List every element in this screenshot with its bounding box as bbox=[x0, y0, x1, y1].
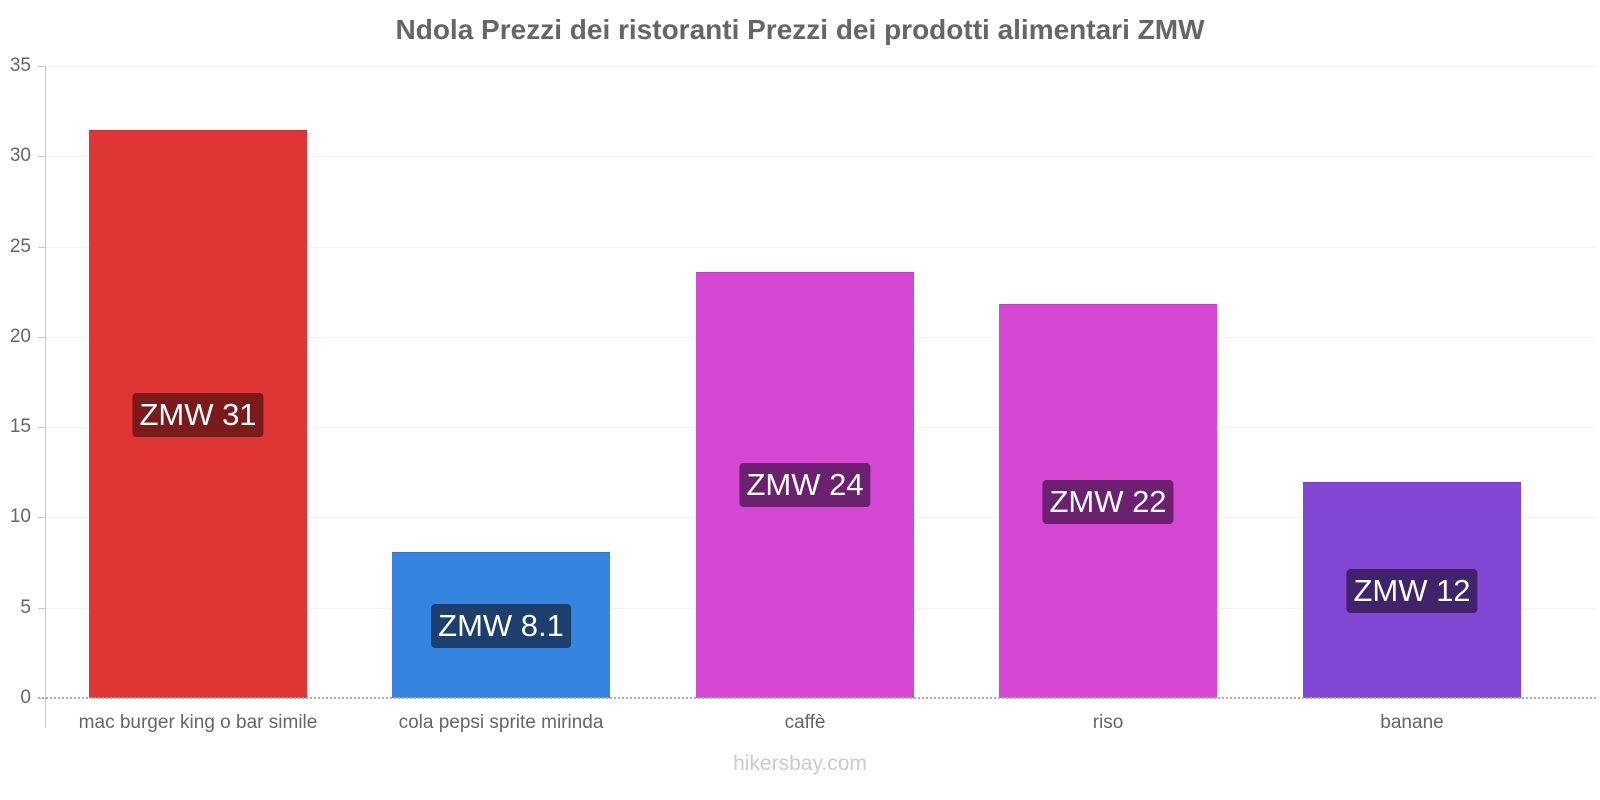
y-tick-mark bbox=[38, 246, 45, 248]
y-tick-label: 10 bbox=[9, 506, 31, 528]
y-tick-label: 0 bbox=[20, 687, 31, 708]
bar-4[interactable]: ZMW 12 bbox=[1303, 482, 1521, 698]
y-tick-label: 30 bbox=[9, 145, 31, 167]
y-tick-mark bbox=[38, 156, 45, 158]
y-tick-label: 35 bbox=[9, 55, 31, 76]
x-tick-label: mac burger king o bar simile bbox=[78, 712, 318, 733]
y-tick-mark bbox=[38, 66, 45, 67]
bar-3[interactable]: ZMW 22 bbox=[999, 304, 1217, 698]
x-axis-line bbox=[38, 697, 1596, 699]
gridline bbox=[46, 246, 1596, 248]
x-tick-label: riso bbox=[1092, 712, 1124, 733]
y-axis-line bbox=[45, 66, 46, 728]
y-tick-label: 20 bbox=[9, 325, 31, 347]
y-tick-mark bbox=[38, 336, 45, 338]
bar-0[interactable]: ZMW 31 bbox=[89, 130, 307, 698]
gridline bbox=[46, 156, 1596, 158]
bar-value-label: ZMW 12 bbox=[1346, 568, 1478, 613]
bar-value-label: ZMW 22 bbox=[1042, 479, 1174, 524]
y-tick-label: 25 bbox=[9, 235, 31, 257]
footer-watermark: hikersbay.com bbox=[733, 752, 867, 775]
bar-1[interactable]: ZMW 8.1 bbox=[392, 552, 610, 698]
gridline bbox=[46, 66, 1596, 67]
bar-value-label: ZMW 8.1 bbox=[431, 603, 571, 648]
bar-value-label: ZMW 31 bbox=[132, 392, 264, 437]
x-tick-label: caffè bbox=[784, 712, 826, 733]
x-tick-label: cola pepsi sprite mirinda bbox=[398, 712, 604, 733]
y-tick-label: 15 bbox=[9, 416, 31, 438]
y-tick-mark bbox=[38, 607, 45, 609]
y-tick-mark bbox=[38, 427, 45, 429]
bar-2[interactable]: ZMW 24 bbox=[696, 271, 914, 698]
chart-title: Ndola Prezzi dei ristoranti Prezzi dei p… bbox=[395, 14, 1205, 45]
y-tick-mark bbox=[38, 517, 45, 519]
y-tick-label: 5 bbox=[20, 596, 31, 618]
bar-value-label: ZMW 24 bbox=[739, 463, 871, 508]
x-tick-label: banane bbox=[1380, 712, 1444, 733]
